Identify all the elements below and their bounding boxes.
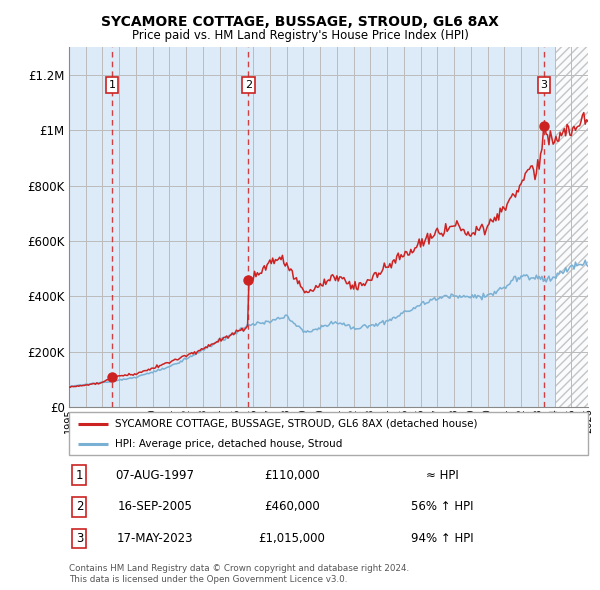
Text: 1: 1 <box>109 80 116 90</box>
Text: 1: 1 <box>76 469 83 482</box>
Bar <box>554 47 588 407</box>
Text: 2: 2 <box>245 80 252 90</box>
Text: Contains HM Land Registry data © Crown copyright and database right 2024.: Contains HM Land Registry data © Crown c… <box>69 565 409 573</box>
Text: 16-SEP-2005: 16-SEP-2005 <box>117 500 192 513</box>
FancyBboxPatch shape <box>69 412 588 455</box>
Text: 17-MAY-2023: 17-MAY-2023 <box>116 532 193 545</box>
Text: SYCAMORE COTTAGE, BUSSAGE, STROUD, GL6 8AX (detached house): SYCAMORE COTTAGE, BUSSAGE, STROUD, GL6 8… <box>115 419 477 428</box>
Text: SYCAMORE COTTAGE, BUSSAGE, STROUD, GL6 8AX: SYCAMORE COTTAGE, BUSSAGE, STROUD, GL6 8… <box>101 15 499 30</box>
Text: This data is licensed under the Open Government Licence v3.0.: This data is licensed under the Open Gov… <box>69 575 347 584</box>
Text: 3: 3 <box>76 532 83 545</box>
Text: £460,000: £460,000 <box>264 500 320 513</box>
Text: 07-AUG-1997: 07-AUG-1997 <box>115 469 194 482</box>
Text: 56% ↑ HPI: 56% ↑ HPI <box>412 500 474 513</box>
Text: £110,000: £110,000 <box>264 469 320 482</box>
Text: 3: 3 <box>541 80 547 90</box>
Text: Price paid vs. HM Land Registry's House Price Index (HPI): Price paid vs. HM Land Registry's House … <box>131 30 469 42</box>
Text: HPI: Average price, detached house, Stroud: HPI: Average price, detached house, Stro… <box>115 439 342 448</box>
Text: £1,015,000: £1,015,000 <box>259 532 326 545</box>
Text: 2: 2 <box>76 500 83 513</box>
Text: ≈ HPI: ≈ HPI <box>427 469 459 482</box>
Text: 94% ↑ HPI: 94% ↑ HPI <box>412 532 474 545</box>
